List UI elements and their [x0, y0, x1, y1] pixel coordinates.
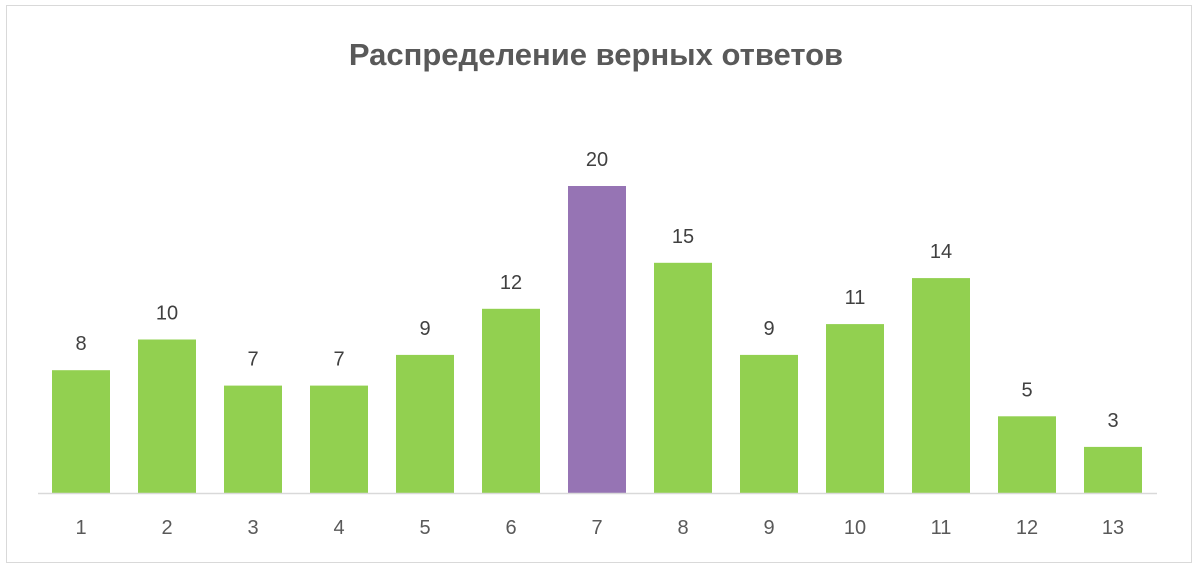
chart-frame: Распределение верных ответов 8 10 7 7 9 12 20 1… [6, 5, 1192, 563]
bar-5 [396, 354, 454, 494]
bar-3 [224, 385, 282, 493]
x-tick-label-10: 10 [844, 517, 866, 539]
bar-8 [654, 262, 712, 494]
x-tick-label-12: 12 [1016, 517, 1038, 539]
data-label-12: 5 [1021, 379, 1032, 401]
data-label-6: 12 [500, 272, 522, 294]
bar-2 [138, 339, 196, 493]
bar-13 [1084, 446, 1142, 493]
bar-12 [998, 416, 1056, 494]
data-label-5: 9 [419, 318, 430, 340]
x-tick-label-6: 6 [505, 517, 516, 539]
chart-title: Распределение верных ответов [349, 37, 843, 72]
data-label-8: 15 [672, 226, 694, 248]
data-label-1: 8 [75, 333, 86, 355]
data-label-4: 7 [333, 349, 344, 371]
x-tick-label-9: 9 [763, 517, 774, 539]
bar-4 [310, 385, 368, 493]
data-label-3: 7 [247, 349, 258, 371]
data-label-2: 10 [156, 303, 178, 325]
x-tick-label-13: 13 [1102, 517, 1124, 539]
data-label-11: 14 [930, 241, 952, 263]
data-label-9: 9 [763, 318, 774, 340]
x-tick-label-4: 4 [333, 517, 344, 539]
x-tick-label-1: 1 [75, 517, 86, 539]
bars-layer [52, 186, 1142, 494]
x-tick-label-5: 5 [419, 517, 430, 539]
data-label-13: 3 [1107, 410, 1118, 432]
x-tick-label-3: 3 [247, 517, 258, 539]
data-label-7: 20 [586, 149, 608, 171]
x-tick-label-7: 7 [591, 517, 602, 539]
data-labels-layer: 8 10 7 7 9 12 20 15 9 11 14 5 3 [75, 149, 1118, 432]
x-tick-label-8: 8 [677, 517, 688, 539]
bar-6 [482, 308, 540, 493]
x-tick-label-2: 2 [161, 517, 172, 539]
data-label-10: 11 [845, 287, 866, 309]
bar-1 [52, 370, 110, 493]
x-tick-label-11: 11 [931, 517, 952, 539]
x-tick-labels-layer: 1 2 3 4 5 6 7 8 9 10 11 12 13 [75, 517, 1124, 539]
bar-9 [740, 354, 798, 494]
bar-11 [912, 278, 970, 493]
bar-7 [568, 186, 626, 493]
bar-10 [826, 324, 884, 493]
